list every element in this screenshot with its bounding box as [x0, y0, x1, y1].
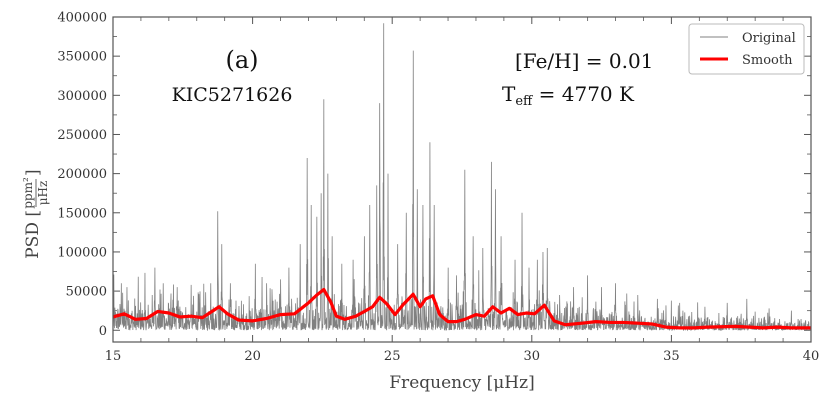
- teff-label: Teff = 4770 K: [502, 82, 635, 109]
- x-axis-label: Frequency [μHz]: [389, 373, 534, 393]
- x-tick-labels: 15 20 25 30 35 40: [105, 349, 820, 364]
- y-tick-label: 400000: [57, 11, 107, 26]
- y-tick-label: 200000: [57, 167, 107, 182]
- x-tick-label: 20: [244, 349, 261, 364]
- legend: Original Smooth: [688, 23, 805, 75]
- x-tick-label: 15: [105, 349, 122, 364]
- y-tick-label: 300000: [57, 89, 107, 104]
- y-tick-label: 250000: [57, 128, 107, 143]
- x-tick-label: 25: [384, 349, 401, 364]
- legend-label-original: Original: [742, 31, 796, 46]
- y-tick-label: 150000: [57, 206, 107, 221]
- y-axis-label-numerator: ppm²: [21, 177, 35, 209]
- y-tick-label: 100000: [57, 245, 107, 260]
- y-axis-label: PSD [ ppm² μHz ]: [21, 169, 50, 258]
- legend-label-smooth: Smooth: [742, 53, 793, 68]
- y-tick-label: 50000: [66, 285, 107, 300]
- y-tick-labels: 0 50000 100000 150000 200000 250000 300000 3500…: [57, 11, 107, 339]
- star-id: KIC5271626: [172, 84, 293, 106]
- y-axis-label-denominator: μHz: [36, 181, 50, 206]
- series-smooth-line: [113, 287, 811, 330]
- y-tick-label: 350000: [57, 50, 107, 65]
- x-tick-label: 35: [663, 349, 680, 364]
- y-axis-label-prefix: PSD [: [23, 210, 43, 259]
- panel-label: (a): [225, 46, 258, 74]
- y-axis-label-suffix: ]: [23, 169, 43, 176]
- x-tick-label: 40: [803, 349, 820, 364]
- teff-base: T: [502, 82, 516, 106]
- metallicity-label: [Fe/H] = 0.01: [515, 49, 653, 73]
- y-tick-label: 0: [99, 324, 107, 339]
- axis-ticks: [112, 16, 812, 342]
- teff-value: = 4770 K: [532, 82, 635, 106]
- teff-subscript: eff: [515, 94, 534, 109]
- plot-frame: [112, 16, 812, 343]
- x-tick-label: 30: [524, 349, 541, 364]
